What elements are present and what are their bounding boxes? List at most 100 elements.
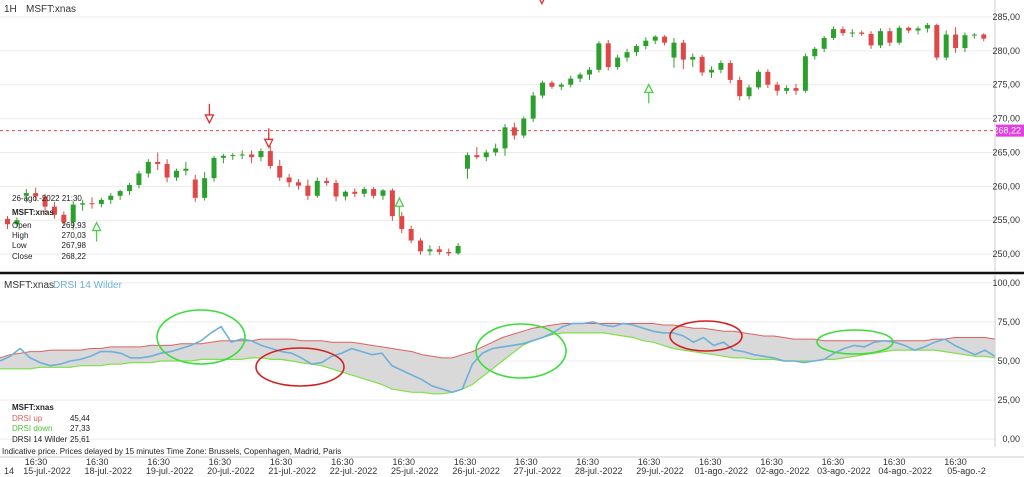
date-tick-label: 03-ago.-2022 xyxy=(817,466,871,476)
legend-drsi-down-label: DRSI down xyxy=(12,424,52,433)
red-annotation-ellipse xyxy=(255,347,345,387)
buy-signal-head xyxy=(643,82,654,94)
legend-drsi-down-value: 27,33 xyxy=(70,424,91,433)
date-tick-label: 18-jul.-2022 xyxy=(85,466,133,476)
candle-body xyxy=(183,168,189,171)
candle-body xyxy=(934,25,940,58)
candle-body xyxy=(314,180,320,196)
candlestick-series xyxy=(5,23,987,257)
time-tick-label: 16:30 xyxy=(760,457,783,467)
candle-body xyxy=(173,170,179,178)
candle-body xyxy=(709,69,715,73)
info-symbol: MSFT:xnas xyxy=(12,208,54,217)
candle-body xyxy=(127,184,133,192)
candle-body xyxy=(42,196,48,207)
buy-signal-arrow xyxy=(394,196,405,218)
indicator-legend: MSFT:xnas DRSI up 45,44 DRSI down 27,33 … xyxy=(12,403,91,444)
indicator-tick-label: 0,00 xyxy=(1002,434,1020,444)
candle-body xyxy=(342,191,348,197)
date-tick-label: 15-jul.-2022 xyxy=(23,466,71,476)
candle-body xyxy=(971,34,977,36)
candle-body xyxy=(108,195,114,200)
candle-body xyxy=(98,199,104,204)
candle-body xyxy=(483,152,489,158)
candle-body xyxy=(352,191,358,194)
price-tick-label: 265,00 xyxy=(992,147,1020,157)
candle-body xyxy=(117,191,123,196)
candle-body xyxy=(981,34,987,39)
annotation-ellipses xyxy=(156,309,894,387)
candle-body xyxy=(155,161,161,164)
candle-body xyxy=(812,48,818,57)
price-tick-label: 275,00 xyxy=(992,80,1020,90)
candle-body xyxy=(784,88,790,91)
candle-body xyxy=(568,78,574,85)
candle-body xyxy=(662,36,668,43)
candle-body xyxy=(737,79,743,97)
candle-body xyxy=(380,190,386,196)
candle-body xyxy=(521,118,527,136)
candle-body xyxy=(33,193,39,197)
indicator-name-label[interactable]: DRSI 14 Wilder xyxy=(53,280,123,291)
info-high-label: High xyxy=(12,231,28,240)
candle-body xyxy=(408,228,414,241)
interval-label[interactable]: 1H xyxy=(4,4,17,15)
candle-body xyxy=(699,56,705,73)
date-tick-label: 27-jul.-2022 xyxy=(514,466,562,476)
candle-body xyxy=(70,204,76,223)
candle-body xyxy=(305,185,311,196)
candle-body xyxy=(267,151,273,166)
date-tick-label: 29-jul.-2022 xyxy=(636,466,684,476)
candle-body xyxy=(511,127,517,136)
candle-body xyxy=(831,29,837,38)
candle-body xyxy=(549,82,555,87)
candle-body xyxy=(558,84,564,87)
candle-body xyxy=(718,63,724,70)
candle-body xyxy=(586,69,592,75)
price-tick-label: 270,00 xyxy=(992,114,1020,124)
candle-body xyxy=(671,42,677,58)
info-low-label: Low xyxy=(12,241,27,250)
candle-body xyxy=(596,43,602,70)
info-open-label: Open xyxy=(12,221,32,230)
date-tick-label: 01-ago.-2022 xyxy=(695,466,749,476)
symbol-label[interactable]: MSFT:xnas xyxy=(26,4,76,15)
time-tick-label: 16:30 xyxy=(944,457,967,467)
candle-body xyxy=(389,190,395,217)
candle-body xyxy=(840,29,846,34)
indicator-axis-ticks: 100,00 75,00 50,00 25,00 0,00 xyxy=(992,278,1020,444)
time-tick-label: 16:30 xyxy=(638,457,661,467)
time-tick-label: 16:30 xyxy=(576,457,599,467)
candle-body xyxy=(324,180,330,183)
indicator-symbol-label[interactable]: MSFT:xnas xyxy=(4,280,54,291)
candle-body xyxy=(530,95,536,119)
date-tick-label: 21-jul.-2022 xyxy=(268,466,316,476)
candle-body xyxy=(896,27,902,43)
info-high-value: 270,03 xyxy=(62,231,87,240)
time-tick-label: 16:30 xyxy=(393,457,416,467)
ohlc-info-box: 26-ago.-2022 21:30 MSFT:xnas Open 269,93… xyxy=(12,194,87,261)
candle-body xyxy=(746,87,752,97)
drsi-down-line xyxy=(0,332,996,395)
last-price-label: 268,22 xyxy=(993,126,1021,136)
candle-body xyxy=(239,154,245,156)
candle-body xyxy=(220,155,226,158)
candle-body xyxy=(821,37,827,49)
info-low-value: 267,98 xyxy=(62,241,87,250)
candle-body xyxy=(286,177,292,183)
candle-body xyxy=(727,63,733,80)
price-tick-label: 285,00 xyxy=(992,12,1020,22)
candle-body xyxy=(605,43,611,68)
legend-symbol: MSFT:xnas xyxy=(12,403,54,412)
date-tick-label: 14 xyxy=(4,466,14,476)
candle-body xyxy=(80,203,86,205)
candle-body xyxy=(887,31,893,43)
sell-signal-arrow xyxy=(204,103,215,125)
candle-body xyxy=(906,27,912,31)
price-tick-label: 255,00 xyxy=(992,215,1020,225)
price-tick-label: 260,00 xyxy=(992,181,1020,191)
date-tick-label: 26-jul.-2022 xyxy=(452,466,500,476)
time-tick-label: 16:30 xyxy=(270,457,293,467)
